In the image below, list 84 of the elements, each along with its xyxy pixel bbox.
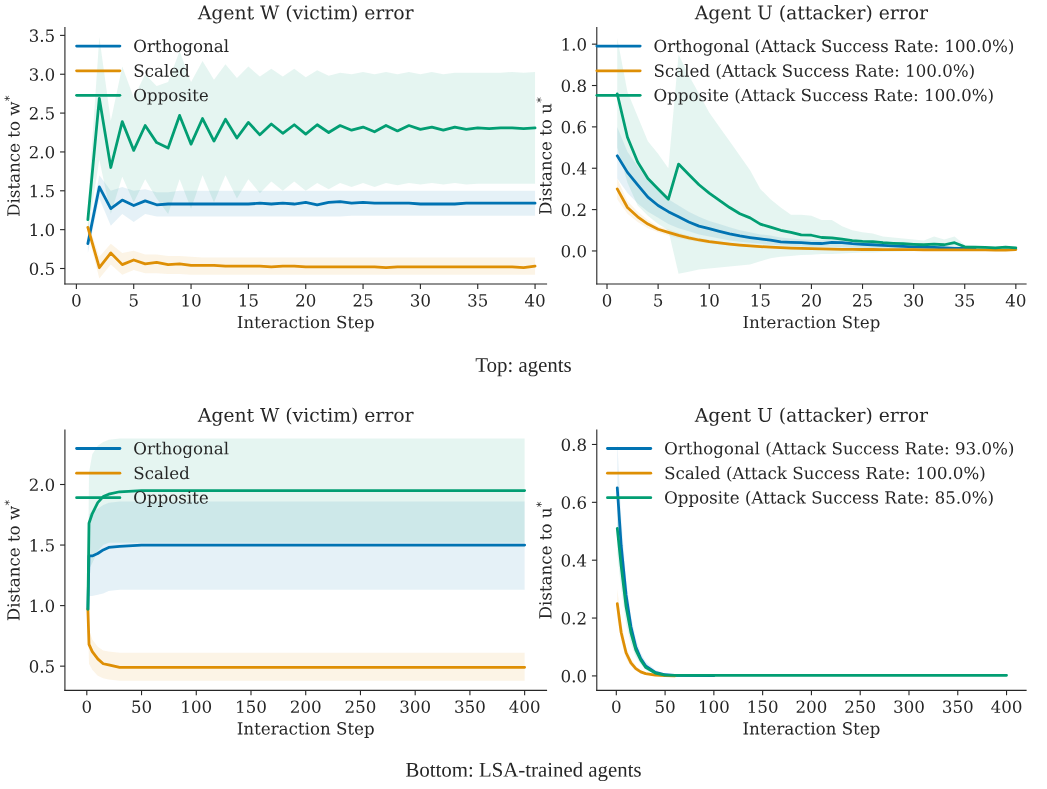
x-tick-label: 400 [509, 700, 540, 713]
y-tick-label: 1.5 [30, 539, 54, 552]
x-tick-label: 5 [654, 294, 663, 307]
x-tick-label: 25 [853, 294, 872, 307]
x-tick-label: 100 [182, 700, 212, 713]
x-axis-title: Interaction Step [743, 315, 880, 332]
x-tick-label: 350 [943, 700, 973, 713]
y-axis-title: Distance to u$^{*}$ [536, 97, 552, 215]
legend-label: Orthogonal (Attack Success Rate: 100.0%) [654, 39, 1014, 56]
text: Top: agents [475, 358, 571, 377]
y-tick-label: 1.0 [30, 223, 55, 237]
x-tick-label: 350 [455, 700, 485, 713]
y-tick-label: 0.8 [561, 79, 586, 93]
x-tick-label: 40 [1005, 294, 1026, 307]
legend-label: Scaled (Attack Success Rate: 100.0%) [654, 63, 974, 80]
x-tick-label: 20 [296, 294, 316, 307]
y-tick-label: 2.0 [29, 145, 55, 159]
legend-label: Opposite [134, 491, 208, 507]
x-tick-label: 50 [655, 700, 675, 713]
y-tick-label: 2.5 [29, 107, 54, 120]
x-tick-label: 10 [700, 294, 719, 307]
x-tick-label: 150 [237, 700, 266, 713]
y-tick-label: 1.5 [30, 184, 54, 198]
y-axis-title: Distance to w$^{*}$ [4, 500, 20, 621]
y-tick-label: 0.4 [561, 554, 587, 567]
y-tick-label: 0.5 [29, 660, 54, 673]
x-axis-title: Interaction Step [237, 722, 374, 738]
y-tick-label: 0.2 [561, 612, 586, 625]
legend-label: Scaled (Attack Success Rate: 100.0%) [665, 466, 985, 482]
legend-label: Scaled [134, 63, 190, 77]
y-tick-label: 0.8 [561, 438, 586, 452]
x-tick-label: 20 [801, 294, 821, 307]
x-tick-label: 0 [72, 294, 81, 307]
x-tick-label: 50 [132, 700, 152, 713]
x-tick-label: 250 [845, 700, 875, 713]
y-tick-label: 0.4 [561, 162, 587, 175]
y-tick-label: 0.0 [561, 244, 586, 258]
y-tick-label: 3.5 [29, 29, 54, 42]
y-axis-title: Distance to w$^{*}$ [4, 95, 20, 216]
y-axis-title: Distance to u$^{*}$ [536, 501, 552, 619]
legend-label: Opposite (Attack Success Rate: 85.0%) [665, 490, 993, 507]
x-tick-label: 200 [290, 700, 321, 713]
x-tick-label: 5 [129, 294, 138, 307]
x-tick-label: 30 [904, 294, 924, 307]
x-tick-label: 200 [796, 700, 827, 713]
legend-label: Orthogonal (Attack Success Rate: 93.0%) [665, 441, 1014, 459]
legend-label: Orthogonal [134, 441, 229, 459]
x-tick-label: 35 [468, 294, 488, 307]
y-tick-label: 0.5 [29, 262, 54, 276]
legend-label: Scaled [134, 466, 190, 480]
x-tick-label: 30 [411, 294, 430, 307]
x-tick-label: 150 [748, 700, 778, 713]
legend-label: Opposite (Attack Success Rate: 100.0%) [654, 88, 993, 105]
y-tick-label: 3.0 [29, 68, 55, 81]
legend-label: Opposite [134, 88, 208, 105]
x-tick-label: 0 [602, 294, 612, 307]
chart-title: Agent W (victim) error [197, 407, 414, 426]
x-tick-label: 10 [182, 294, 201, 307]
text: Bottom: LSA-trained agents [406, 762, 641, 782]
chart-title: Agent U (attacker) error [694, 407, 929, 426]
legend-label: Orthogonal [134, 39, 229, 56]
chart-title: Agent U (attacker) error [694, 5, 929, 24]
x-axis-title: Interaction Step [237, 315, 374, 332]
x-tick-label: 300 [400, 700, 430, 713]
x-tick-label: 25 [353, 294, 373, 307]
x-axis-title: Interaction Step [743, 722, 880, 738]
x-tick-label: 15 [751, 294, 770, 307]
x-tick-label: 40 [524, 294, 545, 307]
y-tick-label: 0.0 [561, 669, 586, 683]
x-tick-label: 250 [345, 700, 376, 713]
x-tick-label: 0 [82, 700, 91, 713]
x-tick-label: 35 [955, 294, 975, 307]
x-tick-label: 0 [612, 700, 621, 713]
y-tick-label: 0.6 [561, 120, 587, 134]
y-tick-label: 1.0 [562, 38, 586, 51]
x-tick-label: 100 [699, 700, 729, 713]
y-tick-label: 0.2 [561, 203, 586, 217]
y-tick-label: 2.0 [29, 478, 55, 492]
chart-title: Agent W (victim) error [197, 5, 414, 24]
y-tick-label: 0.6 [561, 496, 587, 509]
x-tick-label: 15 [239, 294, 258, 307]
x-tick-label: 300 [894, 700, 924, 713]
x-tick-label: 400 [991, 700, 1022, 713]
y-tick-label: 1.0 [30, 599, 55, 613]
